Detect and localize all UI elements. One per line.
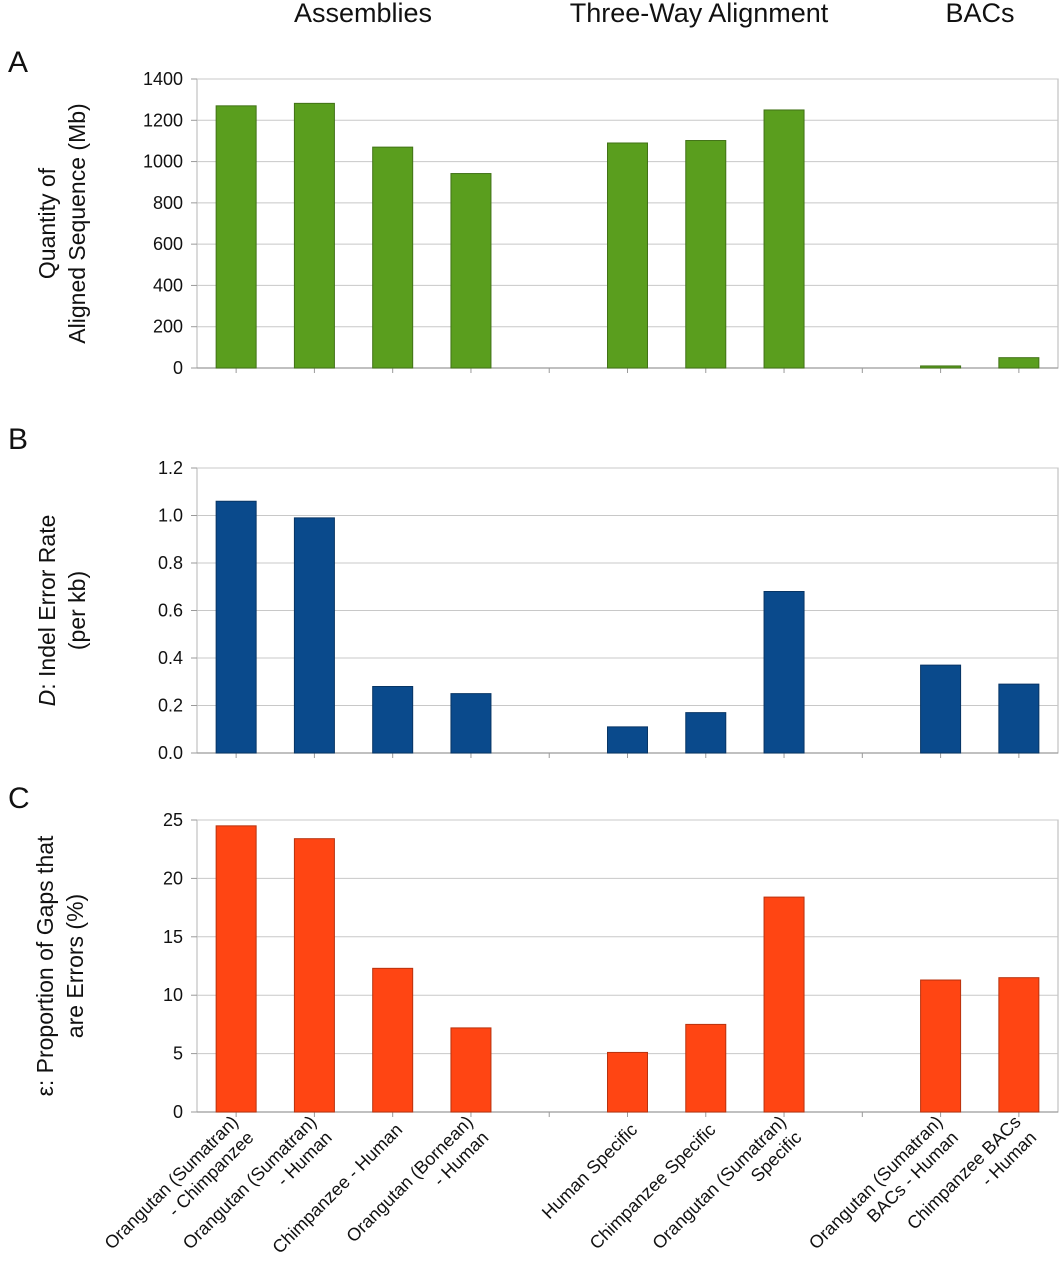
- y-tick-label-a: 600: [153, 234, 183, 254]
- svg-text:(per kb): (per kb): [64, 571, 90, 650]
- bar-b-7: [763, 591, 805, 754]
- svg-text:D: Indel Error Rate: D: Indel Error Rate: [34, 515, 60, 707]
- bar-a-5: [607, 142, 648, 369]
- panel-label-c: C: [8, 782, 30, 815]
- y-tick-label-a: 0: [173, 358, 183, 378]
- bar-c-7: [763, 896, 805, 1113]
- y-tick-label-a: 200: [153, 317, 183, 337]
- y-tick-label-c: 5: [173, 1044, 183, 1064]
- panel-label-a: A: [8, 46, 29, 79]
- group-header-bacs: BACs: [945, 0, 1015, 28]
- y-tick-label-a: 400: [153, 275, 183, 295]
- bar-b-6: [685, 712, 727, 754]
- svg-text:Quantity of: Quantity of: [34, 167, 60, 279]
- y-tick-label-b: 0.8: [158, 553, 183, 573]
- category-label-3: Orangutan (Bornean)- Human: [342, 1112, 492, 1246]
- bar-c-0: [215, 825, 257, 1113]
- svg-text:ε: Proportion of Gaps that: ε: Proportion of Gaps that: [32, 835, 58, 1096]
- svg-text:Aligned Sequence (Mb): Aligned Sequence (Mb): [64, 103, 90, 343]
- bar-c-3: [450, 1027, 492, 1113]
- y-tick-label-b: 0.2: [158, 696, 183, 716]
- bar-c-5: [607, 1051, 648, 1113]
- y-tick-label-b: 0.4: [158, 648, 183, 668]
- bar-a-1: [293, 102, 335, 369]
- bar-b-1: [293, 517, 335, 754]
- bar-c-9: [920, 979, 962, 1113]
- panel-label-b: B: [8, 423, 29, 456]
- bar-a-6: [685, 140, 727, 369]
- bar-c-2: [372, 967, 414, 1113]
- group-header-three-way-alignment: Three-Way Alignment: [569, 0, 829, 28]
- y-tick-label-b: 1.2: [158, 458, 183, 478]
- y-tick-label-a: 1400: [143, 69, 183, 89]
- bar-a-0: [215, 105, 257, 369]
- y-tick-label-b: 0.0: [158, 743, 183, 763]
- bar-c-1: [293, 838, 335, 1113]
- y-axis-label-b: D: Indel Error Rate (per kb): [34, 515, 90, 707]
- y-axis-label-a: Quantity of Aligned Sequence (Mb): [34, 103, 90, 343]
- y-tick-label-b: 0.6: [158, 601, 183, 621]
- bar-a-9: [920, 365, 962, 369]
- y-tick-label-c: 25: [163, 810, 183, 830]
- y-axis-label-c: ε: Proportion of Gaps that are Errors (%): [32, 835, 88, 1096]
- bar-b-5: [607, 726, 648, 754]
- bar-a-7: [763, 109, 805, 369]
- bar-b-2: [372, 686, 414, 754]
- bar-c-6: [685, 1023, 727, 1113]
- bar-a-2: [372, 146, 414, 369]
- svg-text:Orangutan (Bornean): Orangutan (Bornean): [342, 1112, 476, 1246]
- y-tick-label-a: 800: [153, 193, 183, 213]
- y-tick-label-c: 15: [163, 927, 183, 947]
- y-tick-label-a: 1000: [143, 152, 183, 172]
- svg-text:are Errors (%): are Errors (%): [62, 894, 88, 1038]
- bar-b-3: [450, 693, 492, 754]
- category-label-7: Orangutan (Sumatran)Specific: [648, 1112, 805, 1253]
- y-tick-label-c: 0: [173, 1102, 183, 1122]
- y-tick-label-c: 20: [163, 868, 183, 888]
- bar-a-3: [450, 173, 492, 369]
- bar-b-9: [920, 664, 962, 754]
- svg-text:Orangutan (Sumatran): Orangutan (Sumatran): [805, 1112, 946, 1253]
- bar-a-10: [998, 357, 1040, 369]
- bar-b-0: [215, 500, 257, 754]
- y-tick-label-c: 10: [163, 985, 183, 1005]
- svg-text:Orangutan (Sumatran): Orangutan (Sumatran): [101, 1112, 242, 1253]
- bar-c-10: [998, 977, 1040, 1113]
- group-header-assemblies: Assemblies: [293, 0, 433, 28]
- bar-b-10: [998, 683, 1040, 754]
- y-tick-label-a: 1200: [143, 110, 183, 130]
- y-tick-label-b: 1.0: [158, 506, 183, 526]
